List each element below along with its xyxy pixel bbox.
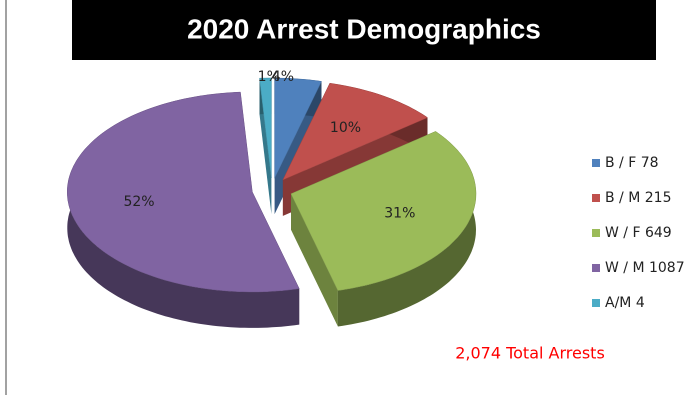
title-band (72, 0, 656, 60)
legend-swatch (592, 299, 600, 307)
data-label: 1% (258, 69, 280, 85)
legend-label: B / F 78 (605, 155, 659, 171)
data-label: 4% (272, 69, 294, 85)
total-annotation: 2,074 Total Arrests (455, 344, 605, 363)
pie-slice (282, 82, 429, 181)
legend-label: W / M 1087 (605, 260, 685, 276)
pie-slice (290, 131, 477, 291)
pie-slice (274, 77, 322, 179)
pie-slice (67, 91, 300, 293)
data-label: 31% (384, 205, 415, 221)
legend-label: A/M 4 (605, 295, 645, 311)
legend-label: B / M 215 (605, 190, 671, 206)
legend-swatch (592, 194, 600, 202)
chart-title: 2020 Arrest Demographics (187, 13, 541, 44)
data-label: 52% (123, 194, 154, 210)
slice-side (337, 131, 476, 327)
legend-swatch (592, 159, 600, 167)
legend-swatch (592, 264, 600, 272)
slice-wall (291, 193, 338, 327)
legend-swatch (592, 229, 600, 237)
legend-label: W / F 649 (605, 225, 672, 241)
data-label: 10% (330, 120, 361, 136)
pie-slice (259, 77, 272, 179)
